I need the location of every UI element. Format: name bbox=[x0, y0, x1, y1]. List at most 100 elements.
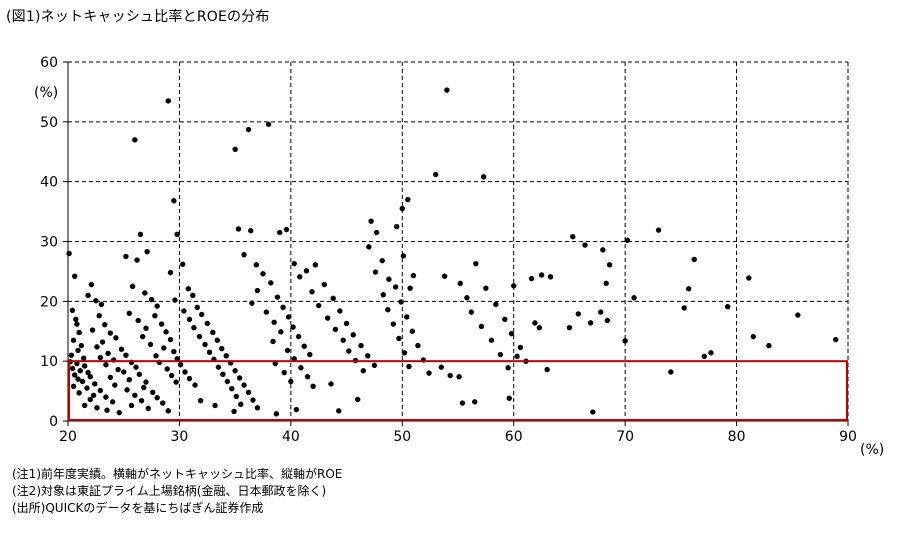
data-point bbox=[631, 295, 637, 301]
data-point bbox=[89, 327, 96, 333]
highlight-box bbox=[68, 360, 848, 421]
data-point bbox=[144, 248, 150, 255]
data-point bbox=[212, 402, 218, 409]
data-point bbox=[606, 262, 613, 268]
note-2: (注2)対象は東証プライム上場銘柄(金融、日本郵政を除く) bbox=[12, 484, 327, 498]
data-point bbox=[245, 389, 252, 395]
data-point bbox=[103, 394, 109, 400]
data-point bbox=[126, 377, 132, 383]
data-point bbox=[310, 383, 316, 389]
x-unit-label: (%) bbox=[860, 442, 884, 458]
data-point bbox=[75, 347, 81, 354]
data-point bbox=[210, 329, 216, 336]
data-point bbox=[118, 346, 125, 352]
data-point bbox=[394, 223, 400, 230]
data-point bbox=[360, 368, 366, 374]
data-point bbox=[98, 301, 105, 308]
data-point bbox=[82, 402, 88, 409]
x-tick-label: 50 bbox=[393, 429, 411, 445]
x-tick-label: 30 bbox=[171, 429, 189, 445]
data-point bbox=[74, 321, 80, 327]
data-point bbox=[133, 364, 139, 370]
data-point bbox=[508, 330, 515, 337]
data-point bbox=[161, 345, 167, 351]
data-point bbox=[90, 392, 97, 398]
data-point bbox=[190, 292, 196, 299]
data-point bbox=[444, 87, 450, 93]
data-point bbox=[132, 392, 138, 398]
data-point bbox=[137, 231, 144, 238]
data-point bbox=[124, 387, 130, 393]
data-point bbox=[134, 257, 140, 263]
data-point bbox=[301, 343, 307, 349]
data-point bbox=[309, 289, 315, 295]
data-point bbox=[73, 316, 79, 322]
data-point bbox=[285, 314, 292, 320]
data-point bbox=[597, 309, 604, 315]
data-point bbox=[291, 260, 297, 267]
data-point bbox=[85, 292, 91, 299]
data-point bbox=[167, 336, 174, 343]
data-point bbox=[379, 257, 385, 264]
data-point bbox=[158, 321, 165, 327]
y-tick-label: 50 bbox=[40, 115, 58, 131]
data-point bbox=[174, 231, 180, 238]
data-point bbox=[93, 298, 99, 304]
data-point bbox=[392, 284, 399, 290]
data-point bbox=[143, 379, 149, 385]
data-point bbox=[473, 260, 479, 267]
data-point bbox=[71, 372, 78, 378]
data-point bbox=[502, 316, 508, 322]
data-point bbox=[278, 329, 284, 335]
data-point bbox=[385, 307, 391, 313]
y-tick-label: 10 bbox=[40, 354, 58, 370]
data-point bbox=[400, 253, 407, 259]
data-point bbox=[746, 275, 752, 281]
data-point bbox=[139, 333, 146, 340]
data-point bbox=[235, 226, 242, 232]
data-point bbox=[298, 365, 304, 371]
data-point bbox=[386, 276, 392, 282]
data-point bbox=[248, 228, 254, 234]
data-point bbox=[75, 376, 81, 382]
data-point bbox=[202, 341, 208, 348]
data-point bbox=[245, 126, 252, 133]
data-point bbox=[404, 314, 410, 320]
data-point bbox=[165, 98, 171, 104]
data-point bbox=[268, 280, 274, 286]
data-point bbox=[116, 409, 122, 416]
data-point bbox=[273, 411, 280, 417]
data-point bbox=[566, 324, 573, 331]
data-point bbox=[590, 409, 596, 415]
data-point bbox=[194, 304, 200, 311]
data-point bbox=[154, 303, 160, 309]
data-point bbox=[143, 325, 149, 331]
data-point bbox=[330, 295, 336, 302]
data-point bbox=[219, 345, 225, 352]
data-point bbox=[186, 316, 193, 322]
grid-lines bbox=[68, 61, 849, 421]
data-point bbox=[87, 374, 93, 380]
data-point bbox=[493, 301, 499, 308]
data-point bbox=[147, 341, 154, 348]
data-point bbox=[701, 353, 707, 360]
data-point bbox=[223, 353, 229, 359]
data-point bbox=[405, 196, 411, 203]
data-point bbox=[366, 244, 372, 250]
data-point bbox=[410, 272, 417, 279]
data-point bbox=[396, 335, 402, 342]
data-point bbox=[232, 368, 238, 374]
data-point bbox=[750, 333, 756, 340]
data-point bbox=[141, 384, 147, 391]
data-point bbox=[622, 338, 628, 344]
data-point bbox=[350, 332, 356, 338]
axes bbox=[63, 61, 849, 426]
data-point bbox=[185, 286, 192, 292]
data-point bbox=[115, 366, 121, 373]
data-point bbox=[182, 369, 188, 375]
data-point bbox=[497, 351, 504, 358]
data-point bbox=[372, 269, 379, 275]
data-point bbox=[355, 396, 361, 403]
data-point bbox=[368, 218, 374, 224]
data-point bbox=[104, 407, 110, 413]
